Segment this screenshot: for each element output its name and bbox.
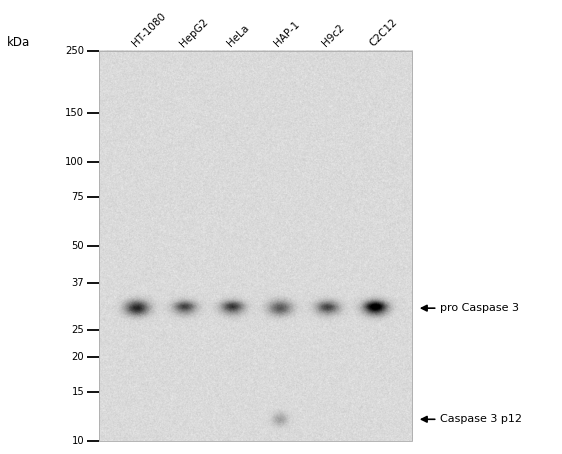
Text: 50: 50 — [71, 241, 84, 251]
Text: 25: 25 — [71, 325, 84, 335]
Text: 150: 150 — [65, 108, 84, 118]
Bar — [99, 51, 413, 441]
Text: HAP-1: HAP-1 — [273, 20, 302, 49]
Text: HT-1080: HT-1080 — [130, 11, 167, 49]
Text: 100: 100 — [65, 157, 84, 167]
Text: HepG2: HepG2 — [178, 17, 210, 49]
Text: HeLa: HeLa — [225, 23, 251, 49]
Text: C2C12: C2C12 — [368, 17, 399, 49]
Text: pro Caspase 3: pro Caspase 3 — [441, 303, 519, 313]
Text: 10: 10 — [71, 436, 84, 446]
Text: kDa: kDa — [7, 36, 30, 49]
Text: 75: 75 — [71, 192, 84, 202]
Text: 20: 20 — [71, 352, 84, 362]
Text: 15: 15 — [71, 387, 84, 397]
Text: Caspase 3 p12: Caspase 3 p12 — [441, 415, 522, 424]
Text: 37: 37 — [71, 278, 84, 288]
Text: H9c2: H9c2 — [320, 23, 346, 49]
Text: 250: 250 — [65, 46, 84, 56]
